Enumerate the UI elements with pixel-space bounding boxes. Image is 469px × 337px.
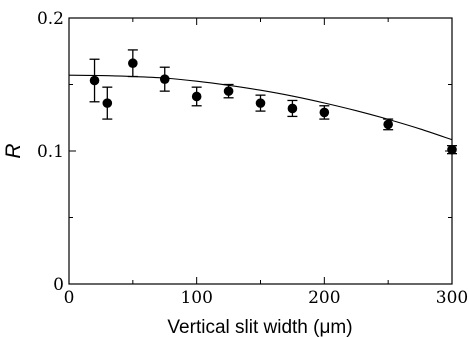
x-axis-title: Vertical slit width (μm) [167, 317, 352, 337]
tick-labels: 0 100 200 300 0 0.1 0.2 [37, 9, 468, 308]
x-tick-label: 300 [436, 288, 468, 308]
y-tick-label: 0 [53, 275, 64, 295]
data-point [89, 75, 100, 86]
error-bars [89, 49, 457, 155]
x-tick-label: 200 [308, 288, 340, 308]
data-point [102, 98, 113, 108]
data-point [255, 98, 266, 108]
y-tick-label: 0.1 [37, 142, 64, 162]
data-point [287, 103, 298, 114]
data-point [128, 58, 138, 69]
y-tick-label: 0.2 [37, 9, 64, 29]
plot-frame [68, 17, 453, 285]
data-point [383, 119, 393, 130]
data-point [223, 86, 234, 96]
y-axis-title: R [2, 143, 25, 158]
x-tick-label: 0 [64, 288, 75, 308]
data-points [89, 58, 457, 155]
data-point [447, 144, 457, 155]
data-point [159, 74, 170, 84]
x-tick-label: 100 [180, 288, 212, 308]
data-point [191, 91, 202, 102]
axis-ticks [68, 17, 453, 285]
data-point [319, 107, 330, 118]
